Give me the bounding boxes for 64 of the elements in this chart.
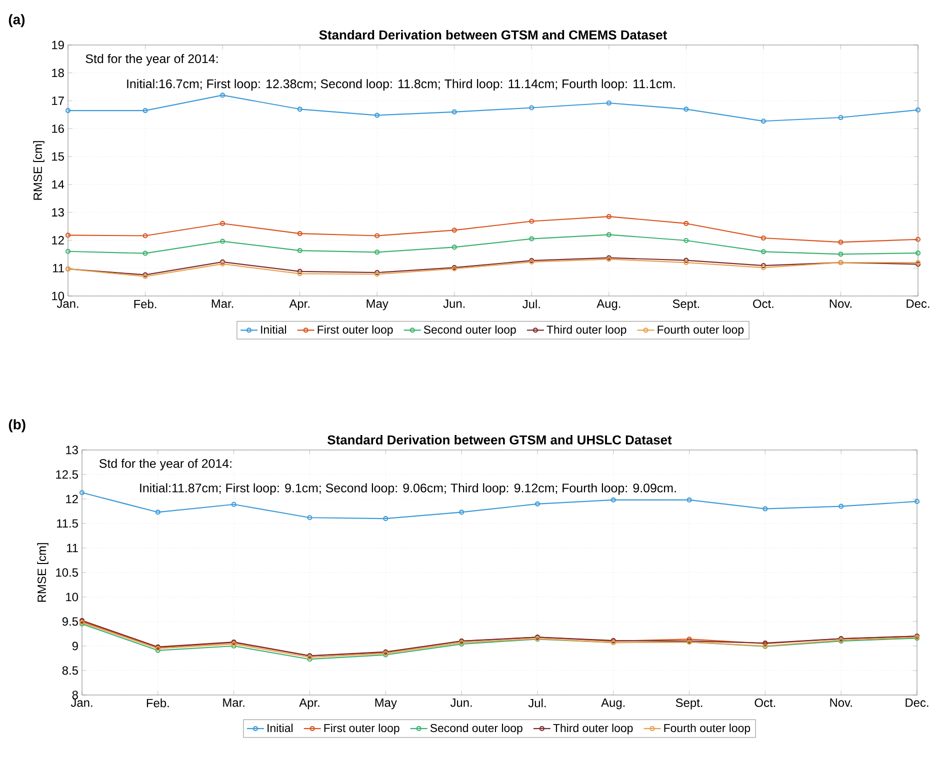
y-tick-label: 11 xyxy=(52,264,64,272)
y-tick-label: 10 xyxy=(66,592,78,602)
y-tick-label: 11 xyxy=(66,544,78,552)
text: (b) xyxy=(8,419,26,432)
y-tick-label: 13 xyxy=(52,208,64,217)
y-tick-label: 10.5 xyxy=(56,568,78,577)
y-tick-label: 11.5 xyxy=(57,519,78,528)
x-tick-label: Feb. xyxy=(134,300,156,308)
x-tick-label: Jan. xyxy=(70,698,92,707)
x-tick-label: Oct. xyxy=(754,698,776,707)
x-tick-label: Aug. xyxy=(601,698,625,710)
legend-label: Third outer loop xyxy=(553,724,633,734)
x-tick-label: Mar. xyxy=(223,698,244,707)
x-tick-label: Dec. xyxy=(906,698,928,707)
legend-label: Fourth outer loop xyxy=(664,724,750,734)
legend-label: Initial xyxy=(268,724,293,732)
text: (a) xyxy=(8,14,25,28)
y-axis-title: RMSE [cm] xyxy=(37,543,48,602)
x-tick-label: Jul. xyxy=(528,698,546,708)
x-tick-label: Jun. xyxy=(450,698,472,707)
chart-title: Standard Derivation between GTSM and CMEMS Dataset xyxy=(319,30,667,40)
x-tick-label: Sept. xyxy=(676,698,702,710)
legend-label: First outer loop xyxy=(324,724,400,734)
legend-label: Initial xyxy=(261,325,286,334)
y-axis-title: RMSE [cm] xyxy=(33,141,44,200)
x-tick-label: Aug. xyxy=(596,300,620,310)
y-tick-label: 16 xyxy=(52,124,64,133)
annotation: Std for the year of 2014: xyxy=(99,458,232,470)
x-tick-label: May xyxy=(366,300,388,310)
y-tick-label: 19 xyxy=(52,40,64,50)
x-tick-label: Nov. xyxy=(830,300,852,308)
annotation: Initial:16.7cm; First loop: 12.38cm; Second loop: 11.8cm; Third loop: 11.14cm; Fourth loop: 11.1cm. xyxy=(127,79,675,91)
x-tick-label: Oct. xyxy=(753,300,774,308)
y-tick-label: 10 xyxy=(52,292,64,300)
y-tick-label: 18 xyxy=(52,68,64,78)
x-tick-label: Sept. xyxy=(672,300,700,310)
annotation: Initial:11.87cm; First loop: 9.1cm; Second loop: 9.06cm; Third loop: 9.12cm; Fourth loop: 9.09cm. xyxy=(140,483,676,495)
legend-label: Third outer loop xyxy=(546,325,626,336)
annotation: Std for the year of 2014: xyxy=(86,54,218,66)
legend-label: First outer loop xyxy=(318,325,393,336)
x-tick-label: Jun. xyxy=(443,300,465,308)
y-tick-label: 8.5 xyxy=(62,666,78,675)
x-tick-label: Feb. xyxy=(146,698,169,708)
x-tick-label: Mar. xyxy=(212,300,234,308)
y-tick-label: 9.5 xyxy=(62,617,78,626)
y-tick-label: 17 xyxy=(52,96,64,105)
x-tick-label: Apr. xyxy=(289,300,310,310)
x-tick-label: May xyxy=(375,698,397,710)
y-tick-label: 12.5 xyxy=(56,470,78,479)
chart-title: Standard Derivation between GTSM and UHSLC Dataset xyxy=(328,434,672,444)
y-tick-label: 13 xyxy=(66,446,78,454)
x-tick-label: Dec. xyxy=(906,300,930,308)
legend-label: Second outer loop xyxy=(430,724,522,734)
x-tick-label: Jan. xyxy=(56,300,78,308)
y-tick-label: 14 xyxy=(52,180,64,189)
y-tick-label: 12 xyxy=(52,236,64,244)
x-tick-label: Nov. xyxy=(830,698,852,707)
x-tick-label: Apr. xyxy=(299,698,320,710)
x-tick-label: Jul. xyxy=(522,300,540,308)
y-tick-label: 12 xyxy=(66,494,78,504)
legend-label: Second outer loop xyxy=(424,325,516,336)
legend-label: Fourth outer loop xyxy=(658,325,744,336)
y-tick-label: 15 xyxy=(52,152,64,161)
y-tick-label: 9 xyxy=(72,642,78,650)
